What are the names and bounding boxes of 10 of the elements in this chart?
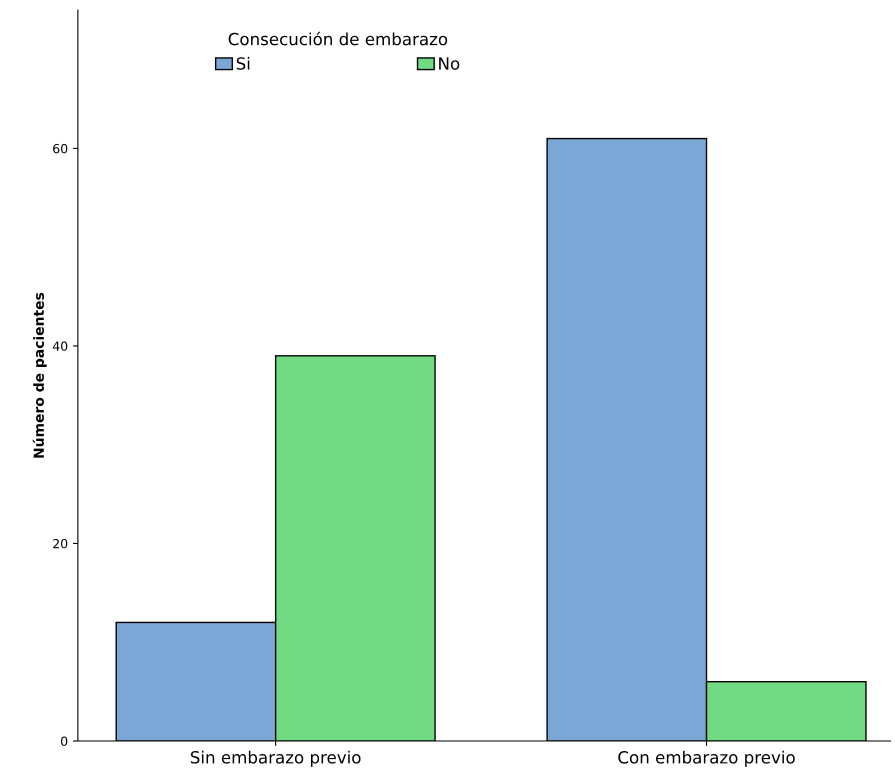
y-tick-label: 20 bbox=[53, 538, 68, 548]
x-tick-label: Sin embarazo previo bbox=[190, 750, 361, 767]
legend-label: Si bbox=[236, 56, 250, 70]
x-tick-label: Con embarazo previo bbox=[618, 750, 795, 767]
y-tick-label: 40 bbox=[52, 341, 68, 351]
legend-label: No bbox=[439, 57, 460, 70]
y-tick-label: 0 bbox=[61, 736, 68, 746]
y-axis-title: Número de pacientes bbox=[32, 292, 47, 458]
legend-title: Consecución de embarazo bbox=[228, 32, 448, 46]
y-tick-label: 60 bbox=[53, 144, 68, 154]
